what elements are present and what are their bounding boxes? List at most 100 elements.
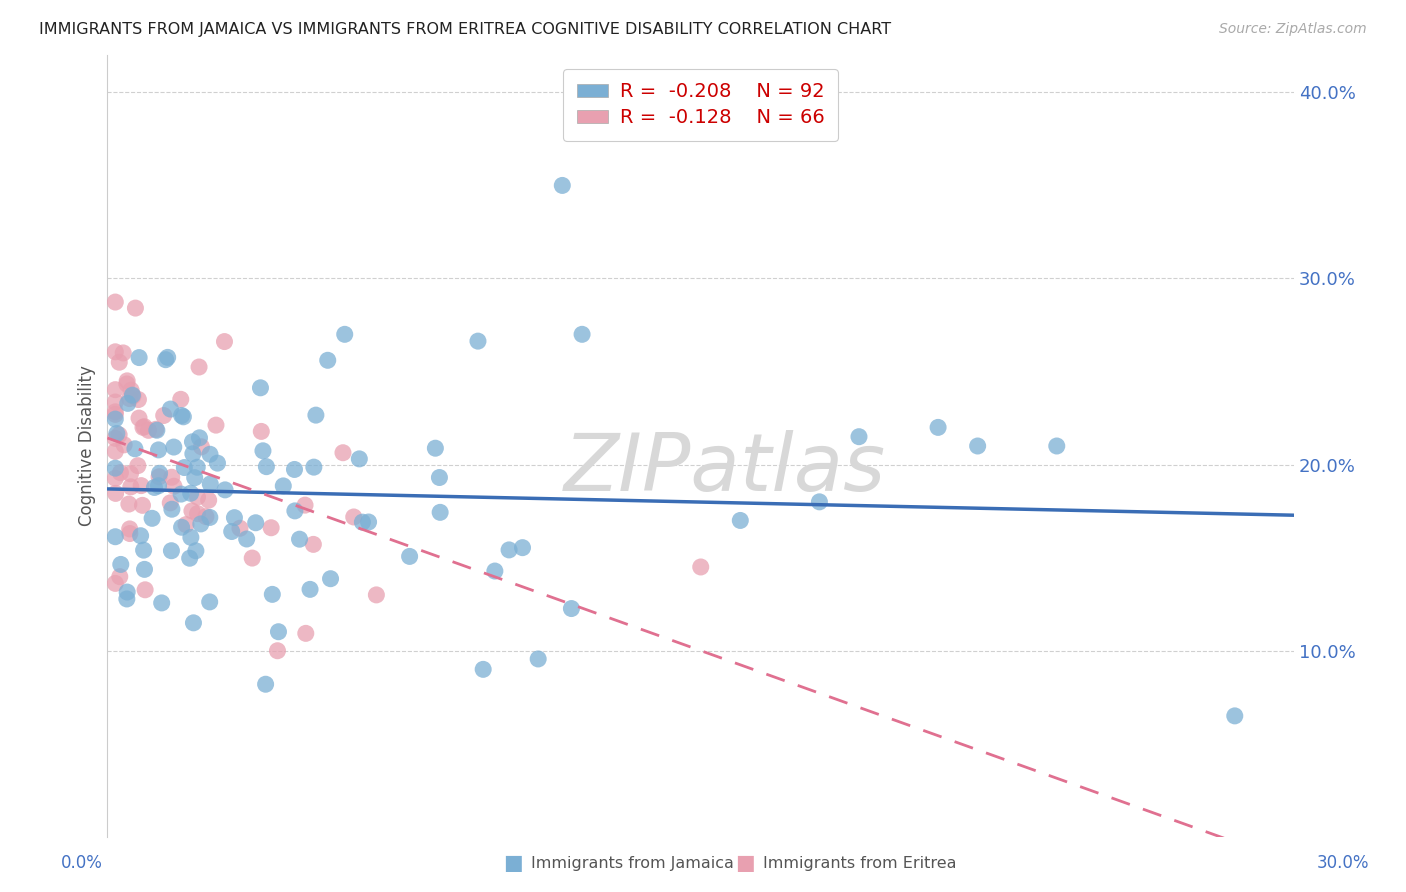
Text: IMMIGRANTS FROM JAMAICA VS IMMIGRANTS FROM ERITREA COGNITIVE DISABILITY CORRELAT: IMMIGRANTS FROM JAMAICA VS IMMIGRANTS FR… bbox=[39, 22, 891, 37]
Point bbox=[305, 408, 328, 422]
Point bbox=[224, 510, 246, 524]
Point bbox=[141, 511, 163, 525]
Point bbox=[152, 409, 174, 423]
Point bbox=[254, 459, 277, 474]
Point bbox=[207, 456, 229, 470]
Point bbox=[343, 510, 366, 524]
Point bbox=[190, 516, 212, 531]
Point bbox=[118, 526, 141, 541]
Point bbox=[160, 502, 183, 516]
Point bbox=[128, 351, 150, 365]
Point bbox=[262, 587, 284, 601]
Point bbox=[118, 522, 141, 536]
Point bbox=[159, 402, 181, 417]
Point bbox=[134, 582, 156, 597]
Text: ■: ■ bbox=[503, 854, 523, 873]
Point bbox=[188, 431, 211, 445]
Point bbox=[250, 425, 273, 439]
Point bbox=[266, 644, 288, 658]
Point bbox=[302, 460, 325, 475]
Point bbox=[181, 447, 204, 461]
Point bbox=[145, 422, 167, 436]
Point bbox=[118, 392, 141, 406]
Point bbox=[288, 532, 311, 546]
Point bbox=[138, 423, 160, 437]
Point bbox=[200, 477, 222, 491]
Text: ZIPatlas: ZIPatlas bbox=[564, 431, 886, 508]
Point bbox=[484, 564, 506, 578]
Text: ■: ■ bbox=[735, 854, 755, 873]
Point bbox=[115, 591, 138, 606]
Point bbox=[128, 411, 150, 425]
Point bbox=[848, 430, 870, 444]
Point bbox=[124, 442, 146, 456]
Point bbox=[425, 441, 447, 455]
Point bbox=[352, 515, 374, 529]
Point bbox=[571, 327, 593, 342]
Point bbox=[252, 443, 274, 458]
Legend: R =  -0.208    N = 92, R =  -0.128    N = 66: R = -0.208 N = 92, R = -0.128 N = 66 bbox=[564, 69, 838, 141]
Point bbox=[108, 355, 131, 369]
Point bbox=[188, 359, 211, 374]
Point bbox=[121, 388, 143, 402]
Point bbox=[194, 509, 217, 524]
Point bbox=[527, 652, 550, 666]
Point bbox=[180, 530, 202, 544]
Point bbox=[104, 405, 127, 419]
Point bbox=[214, 483, 236, 497]
Point bbox=[127, 392, 149, 407]
Point bbox=[173, 460, 195, 475]
Point bbox=[170, 520, 193, 534]
Point bbox=[198, 447, 221, 461]
Point bbox=[249, 381, 271, 395]
Point bbox=[284, 504, 307, 518]
Point bbox=[108, 569, 131, 583]
Point bbox=[112, 438, 135, 452]
Point bbox=[245, 516, 267, 530]
Point bbox=[120, 467, 142, 481]
Point bbox=[235, 532, 257, 546]
Point bbox=[299, 582, 322, 597]
Point bbox=[730, 513, 752, 527]
Point bbox=[205, 418, 228, 433]
Point bbox=[332, 446, 354, 460]
Point bbox=[104, 486, 127, 500]
Point bbox=[429, 505, 451, 519]
Point bbox=[156, 351, 179, 365]
Point bbox=[104, 461, 127, 475]
Point bbox=[115, 585, 138, 599]
Point bbox=[134, 562, 156, 576]
Point bbox=[163, 440, 186, 454]
Point bbox=[467, 334, 489, 348]
Point bbox=[104, 344, 127, 359]
Point bbox=[110, 558, 132, 572]
Point bbox=[966, 439, 988, 453]
Point bbox=[112, 346, 135, 360]
Point bbox=[180, 504, 202, 518]
Point bbox=[104, 530, 127, 544]
Point bbox=[163, 479, 186, 493]
Point bbox=[148, 442, 170, 457]
Point bbox=[105, 426, 128, 441]
Point bbox=[186, 490, 208, 504]
Point bbox=[319, 572, 342, 586]
Point bbox=[260, 521, 283, 535]
Point bbox=[115, 376, 138, 391]
Point bbox=[927, 420, 949, 434]
Point bbox=[271, 479, 294, 493]
Point bbox=[120, 383, 142, 397]
Point bbox=[104, 471, 127, 485]
Point bbox=[104, 395, 127, 409]
Point bbox=[181, 434, 204, 449]
Point bbox=[229, 521, 252, 535]
Point bbox=[186, 460, 208, 475]
Point bbox=[294, 498, 316, 512]
Point bbox=[132, 543, 155, 558]
Point bbox=[429, 470, 451, 484]
Point bbox=[108, 428, 131, 442]
Point bbox=[159, 496, 181, 510]
Point bbox=[1223, 709, 1246, 723]
Point bbox=[104, 383, 127, 397]
Point bbox=[240, 551, 263, 566]
Point bbox=[134, 419, 156, 434]
